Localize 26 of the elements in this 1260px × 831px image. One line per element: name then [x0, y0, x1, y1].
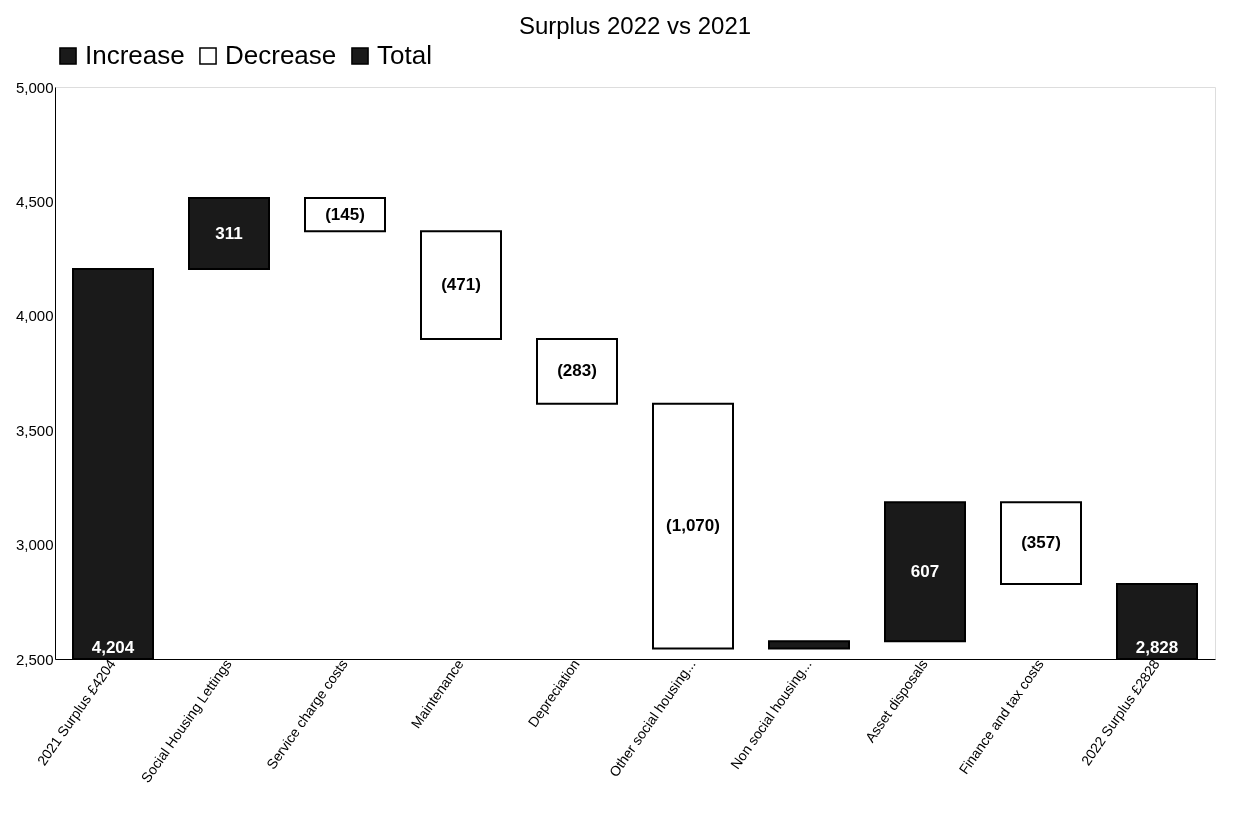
- bar: [536, 337, 618, 405]
- y-tick-label: 3,000: [15, 536, 54, 554]
- legend-label: Increase: [85, 40, 185, 70]
- bar: [652, 402, 734, 650]
- data-label: (1,070): [666, 516, 720, 536]
- legend-label: Decrease: [225, 40, 337, 70]
- data-label: (145): [325, 204, 365, 224]
- data-label: 4,204: [91, 638, 135, 657]
- bar: [884, 501, 966, 643]
- chart-title: Surplus 2022 vs 2021: [518, 12, 752, 39]
- y-tick-label: 3,500: [15, 421, 54, 439]
- data-label: 311: [215, 223, 243, 243]
- y-tick-label: 2,500: [15, 650, 54, 668]
- data-label: 607: [910, 561, 940, 581]
- data-label: (357): [1021, 533, 1061, 553]
- bar: [420, 230, 502, 340]
- bar: [1000, 501, 1082, 585]
- data-label: (283): [557, 361, 597, 381]
- bar: [768, 640, 850, 650]
- data-label: (471): [441, 275, 481, 295]
- bar: [188, 196, 270, 271]
- y-tick-label: 4,000: [15, 307, 54, 325]
- y-tick-label: 5,000: [15, 78, 54, 96]
- y-tick-label: 4,500: [15, 192, 54, 210]
- data-label: 2,828: [1135, 638, 1179, 657]
- legend-label: Total: [377, 40, 432, 70]
